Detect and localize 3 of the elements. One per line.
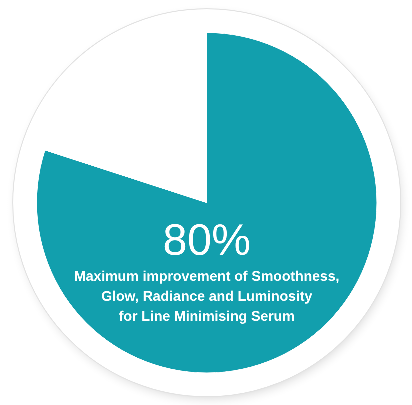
text: Maximum improvement of Smoothness, Glow, Radiance and Luminosity for Line Minimising Serum: [74, 268, 340, 324]
pie-slice: [37, 32, 378, 374]
data-label: 80%: [162, 216, 252, 265]
